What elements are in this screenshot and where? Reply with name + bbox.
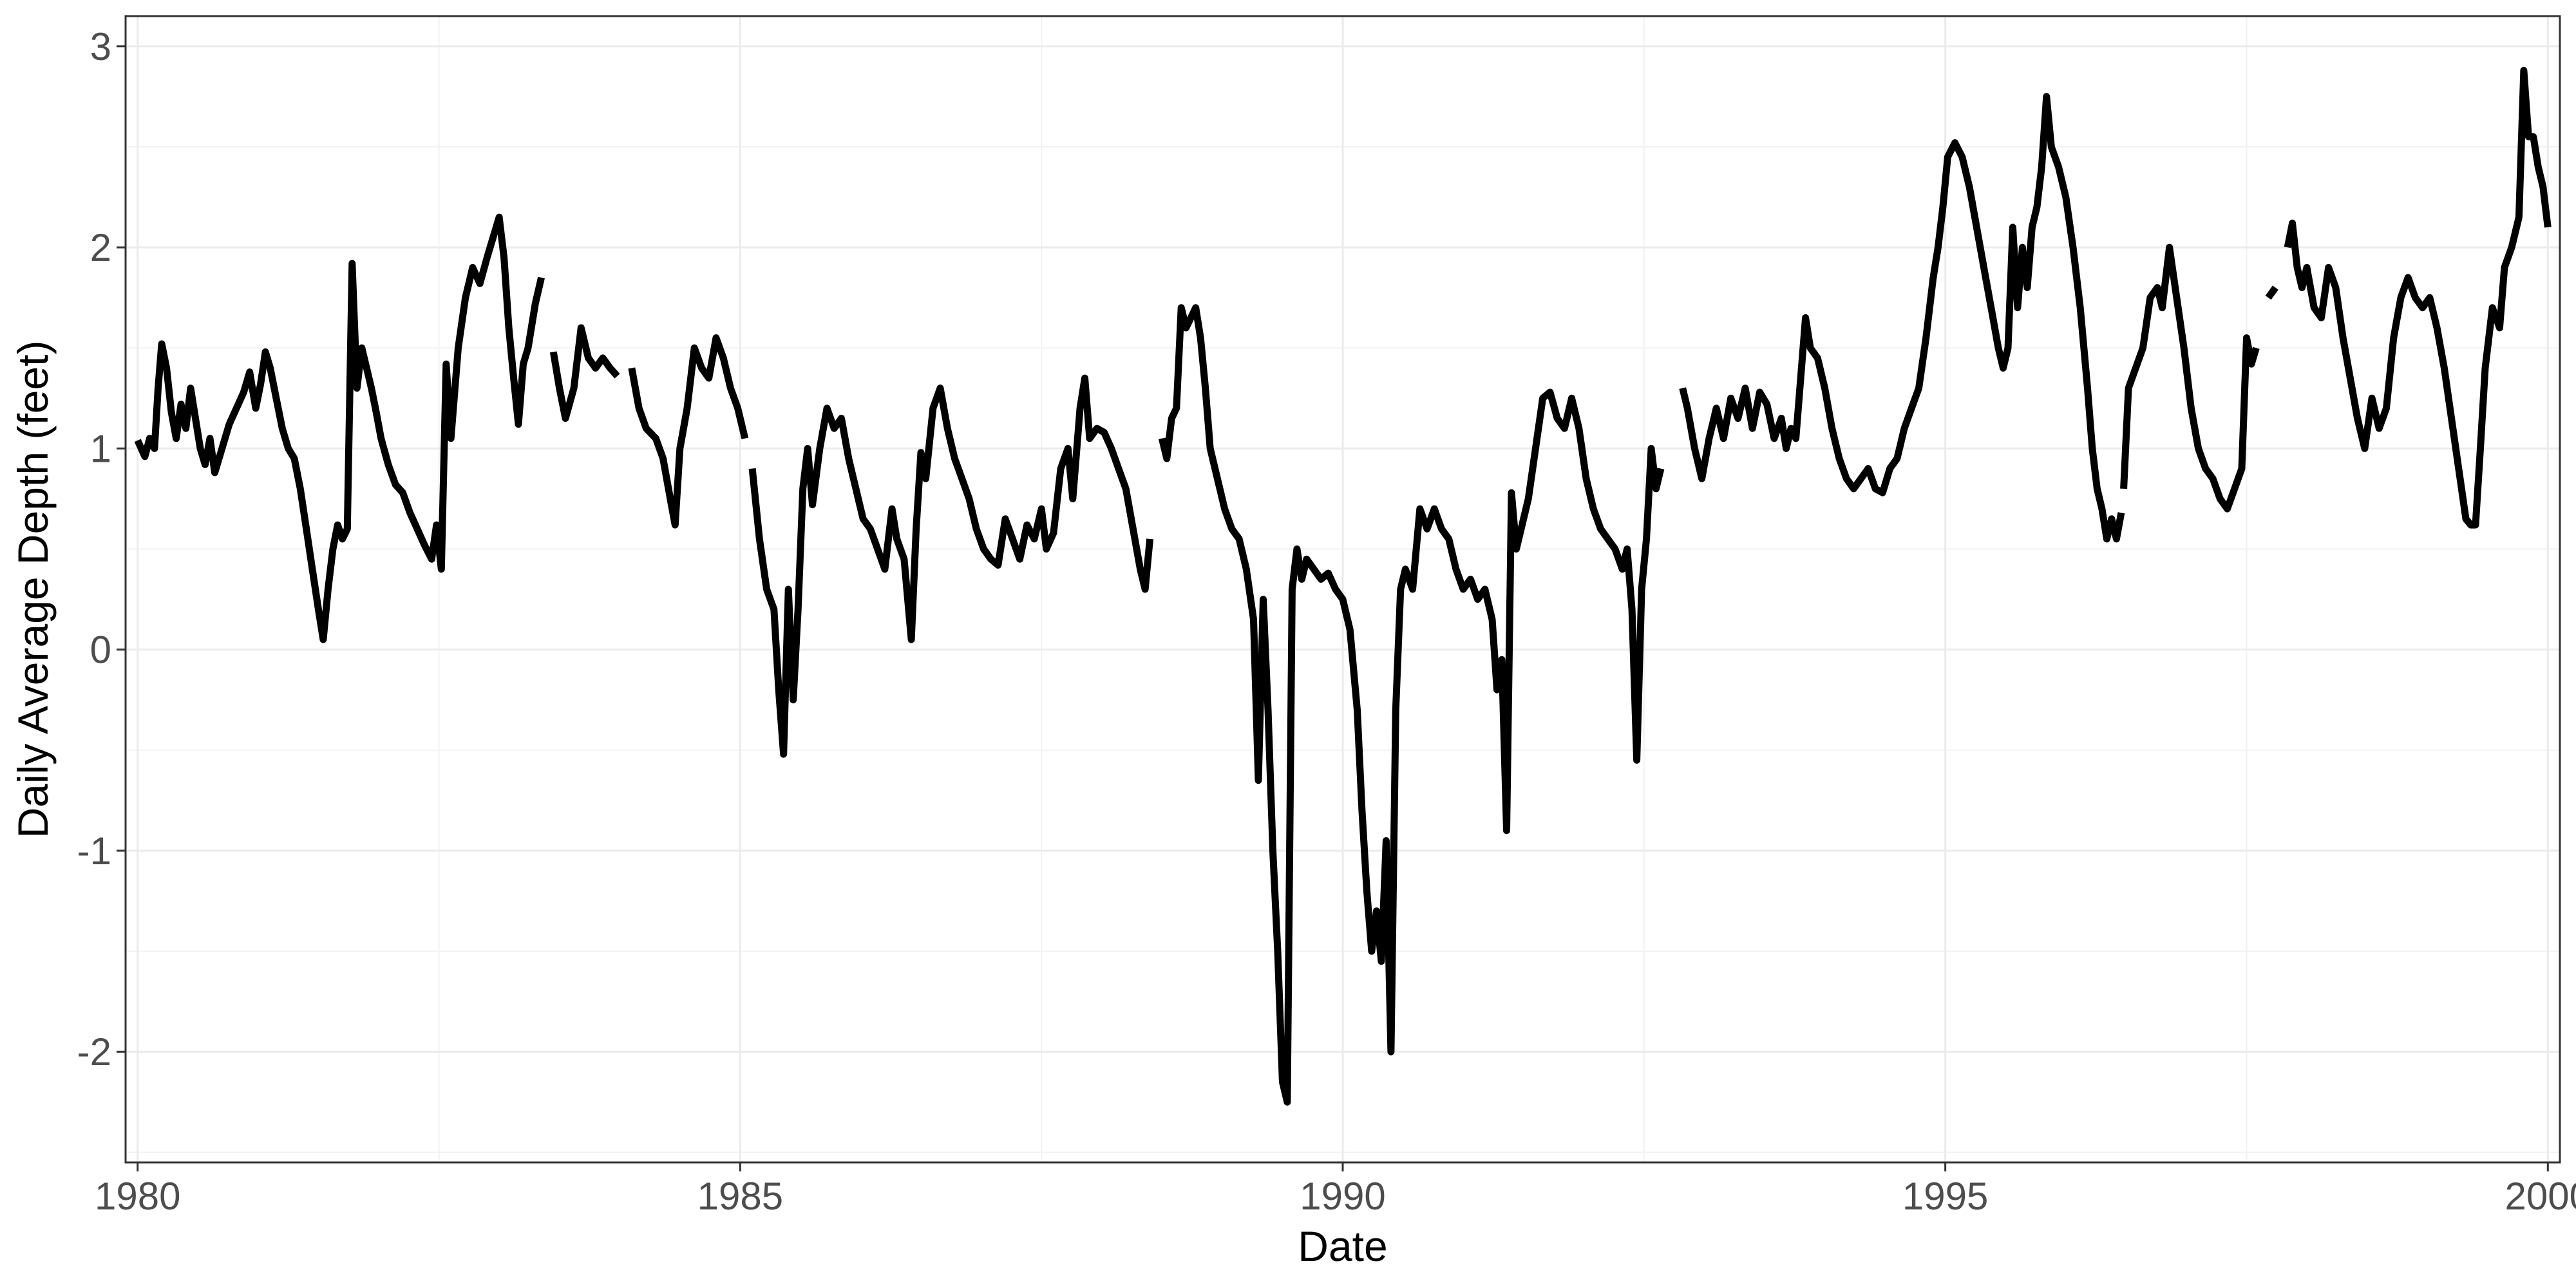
series-line-segment	[748, 374, 1154, 758]
series-line-segment	[1158, 304, 1665, 1106]
series-line-segment	[1679, 93, 2125, 543]
x-tick-label: 1990	[1300, 1175, 1385, 1218]
series-line-segment	[2120, 243, 2260, 513]
y-tick-label: 3	[90, 25, 111, 68]
major-gridlines	[126, 16, 2560, 1162]
x-tick-label: 1980	[95, 1175, 180, 1218]
y-tick-label: 1	[90, 427, 111, 470]
series-line-segment	[2284, 66, 2552, 529]
y-tick-label: 2	[90, 226, 111, 269]
y-tick-label: 0	[90, 629, 111, 672]
series-depth	[134, 66, 2552, 1106]
x-axis-title: Date	[1298, 1222, 1387, 1270]
series-line-segment	[628, 334, 749, 529]
series-line-segment	[134, 213, 545, 643]
y-axis: -2 -1 0 1 2 3	[77, 25, 126, 1074]
y-tick-label: -1	[77, 829, 111, 873]
y-axis-title: Daily Average Depth (feet)	[9, 341, 57, 838]
x-tick-label: 1985	[697, 1175, 783, 1218]
y-tick-label: -2	[77, 1030, 111, 1074]
series-line-segment	[2265, 285, 2278, 300]
x-axis: 1980 1985 1990 1995 2000	[95, 1162, 2576, 1218]
series-line-segment	[549, 324, 620, 422]
x-tick-label: 1995	[1902, 1175, 1988, 1218]
x-tick-label: 2000	[2505, 1175, 2576, 1218]
